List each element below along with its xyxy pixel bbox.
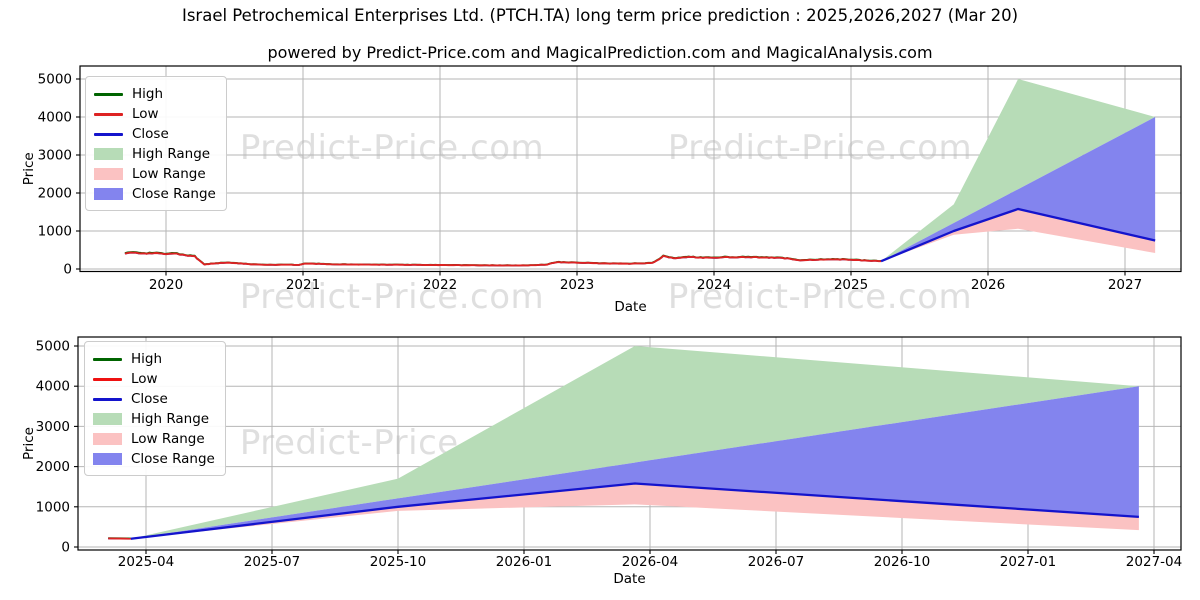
top-axes-spines	[79, 65, 1182, 273]
legend-line-swatch	[93, 357, 122, 361]
legend-line-swatch	[93, 377, 122, 381]
bottom-axes-spines	[77, 336, 1182, 551]
legend-label: Close	[132, 126, 169, 142]
legend-bottom-chart: High Low Close High Range Low Range Close Ran…	[84, 341, 226, 476]
bottom-x-tick-label: 2026-01	[496, 554, 552, 570]
legend-item-low: Low	[93, 369, 215, 389]
bottom-x-tick-label: 2026-07	[748, 554, 804, 570]
top-low-history-line	[124, 251, 882, 267]
bottom-y-axis-label: Price	[21, 427, 37, 460]
bottom-high-range-band	[130, 346, 1139, 539]
legend-patch-swatch	[94, 148, 123, 160]
top-y-axis-label: Price	[21, 152, 37, 185]
legend-patch-swatch	[94, 188, 123, 200]
bottom-x-tick-label: 2026-10	[874, 554, 930, 570]
legend-item-close-range: Close Range	[94, 184, 216, 204]
legend-label: Low Range	[131, 431, 205, 447]
watermark-text: Predict-Price.com	[239, 277, 545, 317]
bottom-x-tick-label: 2025-07	[244, 554, 300, 570]
bottom-x-tick-label: 2027-01	[1000, 554, 1056, 570]
legend-label: Low	[131, 371, 158, 387]
bottom-x-tick-label: 2027-04	[1126, 554, 1182, 570]
top-chart: 2020 2021 2022 2023 2024 2025 2026 2027 0 1000 200…	[21, 65, 1182, 315]
legend-item-high-range: High Range	[94, 144, 216, 164]
top-low-range-band	[881, 208, 1156, 262]
legend-item-low-range: Low Range	[93, 429, 215, 449]
legend-label: Close Range	[132, 186, 216, 202]
legend-line-swatch	[94, 132, 123, 136]
legend-item-high: High	[94, 84, 216, 104]
legend-label: High	[131, 351, 163, 367]
top-close-prediction-line	[880, 207, 1156, 263]
bottom-y-tick-label: 5000	[36, 339, 70, 355]
legend-item-close: Close	[94, 124, 216, 144]
bottom-close-range-band	[130, 386, 1139, 539]
top-y-tick-label: 3000	[38, 148, 72, 164]
legend-label: High Range	[132, 146, 211, 162]
top-y-tick-label: 0	[63, 262, 72, 278]
top-y-tick-label: 1000	[38, 224, 72, 240]
legend-label: High Range	[131, 411, 210, 427]
legend-label: Close	[131, 391, 168, 407]
legend-patch-swatch	[94, 168, 123, 180]
page-title: Israel Petrochemical Enterprises Ltd. (P…	[181, 6, 1019, 25]
top-y-tick-label: 2000	[38, 186, 72, 202]
legend-label: Low Range	[132, 166, 206, 182]
bottom-x-axis-label: Date	[613, 571, 645, 587]
legend-item-close-range: Close Range	[93, 449, 215, 469]
top-x-tick-label: 2020	[149, 277, 183, 293]
bottom-x-tick-label: 2025-10	[370, 554, 426, 570]
top-x-tick-label: 2025	[834, 277, 868, 293]
legend-patch-swatch	[93, 433, 122, 445]
bottom-low-range-band	[130, 483, 1139, 539]
top-x-tick-label: 2024	[697, 277, 731, 293]
watermark-text: Predict-Price.com	[667, 277, 973, 317]
bottom-x-tick-label: 2025-04	[118, 554, 174, 570]
top-x-tick-label: 2023	[560, 277, 594, 293]
legend-label: Low	[132, 106, 159, 122]
bottom-y-tick-label: 1000	[36, 499, 70, 515]
top-high-range-band	[881, 79, 1156, 262]
legend-patch-swatch	[93, 413, 122, 425]
legend-line-swatch	[94, 92, 123, 96]
legend-line-swatch	[93, 397, 122, 401]
bottom-y-tick-label: 4000	[36, 379, 70, 395]
bottom-y-tick-label: 2000	[36, 459, 70, 475]
legend-label: Close Range	[131, 451, 215, 467]
legend-item-low: Low	[94, 104, 216, 124]
top-close-range-band	[881, 117, 1156, 262]
bottom-close-prediction-line	[130, 482, 1139, 540]
top-y-tick-label: 5000	[38, 72, 72, 88]
top-x-axis-label: Date	[614, 299, 646, 315]
legend-line-swatch	[94, 112, 123, 116]
top-y-tick-label: 4000	[38, 110, 72, 126]
bottom-y-tick-label: 0	[61, 540, 70, 556]
watermark-text: Predict-Price.com	[239, 128, 545, 168]
bottom-chart: 2025-04 2025-07 2025-10 2026-01 2026-04 2026-…	[21, 336, 1182, 587]
watermark-text: Predict-Price.com	[667, 128, 973, 168]
top-x-tick-label: 2027	[1108, 277, 1142, 293]
legend-label: High	[132, 86, 164, 102]
bottom-x-tick-label: 2026-04	[622, 554, 678, 570]
top-x-tick-label: 2022	[423, 277, 457, 293]
top-x-tick-label: 2026	[971, 277, 1005, 293]
bottom-y-tick-label: 3000	[36, 419, 70, 435]
legend-item-high-range: High Range	[93, 409, 215, 429]
legend-patch-swatch	[93, 453, 122, 465]
legend-top-chart: High Low Close High Range Low Range Close Ran…	[85, 76, 227, 211]
page-subtitle: powered by Predict-Price.com and Magical…	[267, 43, 933, 62]
top-x-tick-label: 2021	[286, 277, 320, 293]
legend-item-close: Close	[93, 389, 215, 409]
legend-item-high: High	[93, 349, 215, 369]
legend-item-low-range: Low Range	[94, 164, 216, 184]
